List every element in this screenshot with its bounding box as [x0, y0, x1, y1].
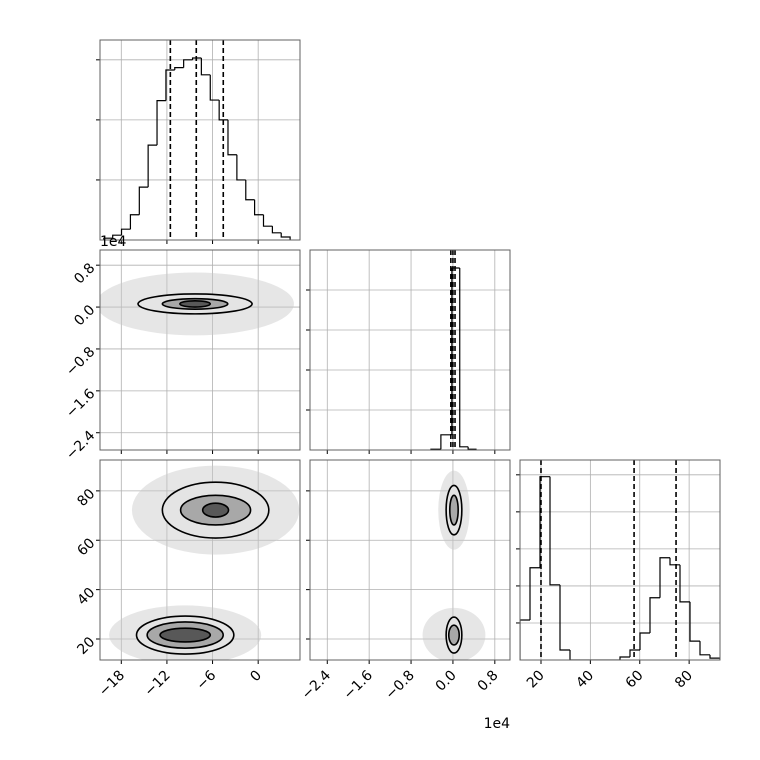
histogram-step: [549, 476, 560, 586]
x-tick-label: 0.8: [475, 668, 502, 695]
histogram-step: [529, 567, 540, 620]
histogram-step: [659, 557, 670, 598]
histogram-step: [709, 654, 720, 660]
panel-frame: [310, 250, 510, 450]
histogram-step: [520, 619, 530, 660]
x-tick-label: 80: [672, 668, 696, 692]
panel-border: [99, 39, 301, 241]
panel-border: [309, 459, 511, 661]
panel-frame: [310, 460, 510, 660]
histogram-step: [539, 476, 550, 568]
histogram-step: [280, 232, 291, 240]
panel-frame: [100, 40, 300, 240]
panel: −2.4−1.6−0.8 0.0 0.8: [299, 459, 511, 703]
x-tick-label: 0.0: [433, 668, 460, 695]
panel-frame: [100, 250, 300, 450]
density-contour: [179, 299, 212, 308]
histogram-step: [103, 237, 113, 240]
histogram-step: [200, 58, 211, 76]
x-tick-label: −6: [193, 667, 219, 693]
panel: [306, 249, 511, 454]
histogram-step: [174, 67, 184, 71]
panel-body: [310, 250, 510, 450]
density-contour: [159, 627, 212, 643]
histogram-step: [245, 179, 255, 201]
histogram-step: [639, 632, 650, 650]
histogram-step: [147, 144, 158, 188]
panel-body: [520, 460, 720, 660]
y-tick-label: 0.8: [71, 260, 98, 287]
panel-body: [100, 460, 300, 660]
histogram-step: [440, 434, 452, 450]
histogram-step: [156, 100, 166, 146]
y-offset-label: 1e4: [100, 234, 127, 250]
x-tick-label: −2.4: [299, 667, 334, 702]
x-tick-label: 0: [247, 668, 265, 686]
histogram-step: [227, 119, 237, 156]
histogram-step: [271, 226, 282, 234]
panel: −18 −12 −6 0 20 40 60 80: [74, 459, 301, 700]
histogram-step: [679, 564, 690, 603]
panel-body: [100, 250, 300, 450]
histogram-step: [619, 656, 630, 660]
x-tick-label: 40: [573, 668, 597, 692]
x-offset-label: 1e4: [484, 716, 511, 732]
panel-border: [99, 249, 301, 451]
histogram-step: [262, 214, 273, 227]
panel-border: [99, 459, 301, 661]
y-tick-label: −1.6: [63, 386, 98, 421]
histogram-step: [459, 268, 469, 448]
x-tick-label: 60: [623, 668, 647, 692]
histogram-step: [254, 199, 264, 216]
panel-body: [310, 460, 510, 660]
histogram-step: [218, 100, 228, 121]
panel: [96, 39, 301, 244]
panel-border: [309, 249, 511, 451]
panel-body: [100, 40, 300, 240]
histogram-step: [191, 57, 202, 60]
x-tick-label: −18: [96, 668, 128, 700]
histogram-step: [138, 186, 149, 215]
histogram-step: [649, 597, 660, 633]
density-contour: [201, 502, 230, 518]
histogram-step: [689, 601, 700, 642]
y-tick-label: 20: [74, 634, 98, 658]
y-tick-label: 0.0: [71, 302, 98, 329]
histogram-step: [699, 641, 710, 656]
histogram-step: [165, 69, 175, 101]
histogram-step: [569, 650, 580, 660]
density-contour: [448, 494, 459, 526]
histogram-step: [120, 228, 131, 236]
panel: −2.4 −1.6 −0.8 0.0 0.8: [63, 249, 301, 463]
histogram-step: [559, 584, 570, 651]
histogram-step: [629, 649, 640, 658]
y-tick-label: 80: [74, 486, 98, 510]
histogram-step: [451, 267, 460, 435]
x-tick-label: 20: [524, 668, 548, 692]
panel: 20 40 60 80: [516, 459, 721, 692]
histogram-step: [183, 59, 193, 68]
y-tick-label: −0.8: [63, 344, 98, 379]
histogram-step: [209, 74, 220, 101]
histogram-step: [236, 154, 246, 181]
panel-border: [519, 459, 721, 661]
x-tick-label: −12: [142, 668, 174, 700]
x-tick-label: −0.8: [383, 668, 418, 703]
histogram-step: [112, 234, 122, 239]
y-tick-label: −2.4: [63, 428, 98, 463]
y-tick-label: 40: [74, 585, 98, 609]
histogram-step: [129, 214, 140, 230]
y-tick-label: 60: [74, 535, 98, 559]
density-contour: [447, 624, 461, 646]
panel-frame: [520, 460, 720, 660]
x-tick-label: −1.6: [341, 667, 376, 702]
